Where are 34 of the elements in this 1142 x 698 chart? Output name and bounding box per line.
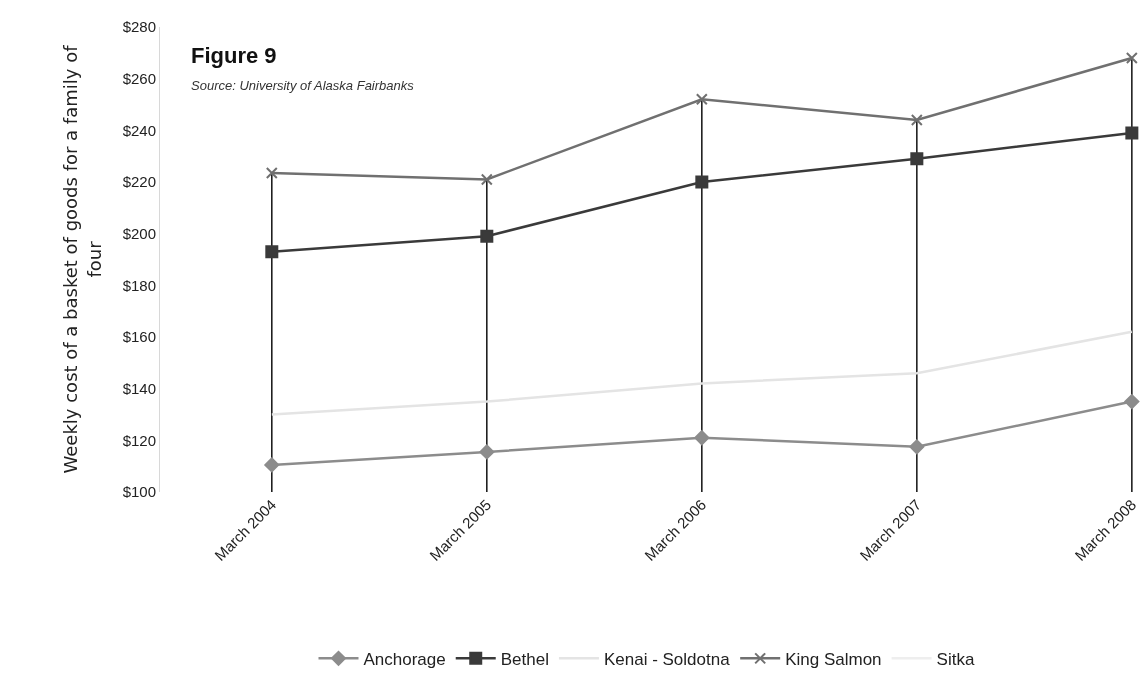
legend-label: Kenai - Soldotna — [603, 649, 731, 669]
point — [694, 430, 710, 446]
point — [480, 229, 494, 243]
legend-label: Anchorage — [363, 649, 446, 669]
legend-label: Bethel — [500, 649, 549, 669]
point — [1124, 394, 1140, 410]
point — [265, 166, 278, 179]
point — [909, 439, 925, 455]
y-axis-title: Weekly cost of a basket of goods for a family of four — [60, 44, 105, 474]
text: Figure 9 — [191, 43, 277, 68]
y-tick-label: $180 — [122, 276, 156, 294]
point — [264, 457, 280, 473]
y-tick-label: $140 — [122, 379, 156, 397]
y-tick-label: $260 — [122, 69, 156, 87]
y-tick-label: $280 — [122, 18, 156, 36]
point — [479, 444, 495, 460]
point — [265, 245, 279, 259]
legend-label: Sitka — [936, 649, 975, 669]
point — [1125, 126, 1139, 140]
y-tick-label: $120 — [122, 431, 156, 449]
text: Source: University of Alaska Fairbanks — [191, 78, 415, 93]
point — [695, 175, 709, 189]
point — [480, 173, 493, 186]
y-tick-label: $160 — [122, 328, 156, 346]
y-tick-label: $240 — [122, 121, 156, 139]
line-series — [270, 330, 1134, 416]
point — [1125, 52, 1138, 64]
point — [910, 152, 924, 166]
legend-label: King Salmon — [785, 649, 882, 669]
y-tick-label: $200 — [122, 224, 156, 242]
point — [695, 93, 708, 106]
y-tick-label: $220 — [122, 173, 156, 191]
y-tick-label: $100 — [122, 483, 156, 501]
point — [910, 114, 923, 126]
